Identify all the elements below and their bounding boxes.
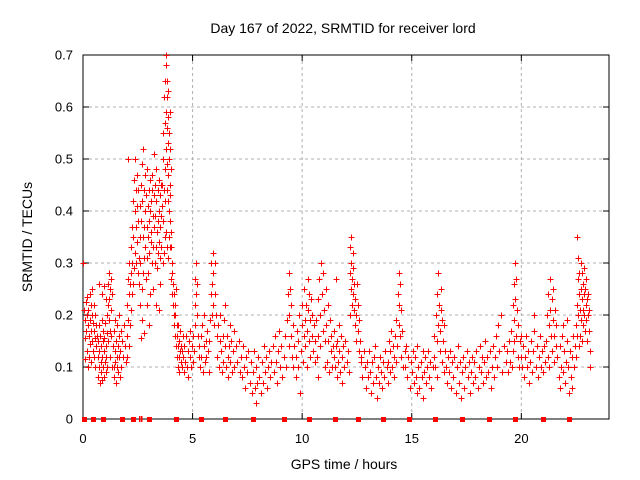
x-tick-label: 5 — [189, 431, 196, 446]
zero-square-marker — [82, 417, 87, 422]
x-tick-label: 15 — [405, 431, 419, 446]
zero-square-marker — [101, 417, 106, 422]
zero-square-marker — [131, 417, 136, 422]
zero-square-marker — [567, 417, 572, 422]
y-tick-label: 0.1 — [55, 360, 73, 375]
zero-square-marker — [356, 417, 361, 422]
y-tick-label: 0.4 — [55, 204, 73, 219]
y-tick-label: 0.2 — [55, 308, 73, 323]
y-tick-label: 0.5 — [55, 152, 73, 167]
zero-square-marker — [223, 417, 228, 422]
x-tick-label: 20 — [514, 431, 528, 446]
data-points — [80, 52, 594, 407]
chart-title: Day 167 of 2022, SRMTID for receiver lor… — [210, 20, 476, 36]
zero-square-marker — [460, 417, 465, 422]
zero-square-marker — [251, 417, 256, 422]
zero-square-marker — [381, 417, 386, 422]
x-tick-label: 0 — [79, 431, 86, 446]
x-axis-label: GPS time / hours — [290, 456, 398, 472]
y-tick-label: 0.7 — [55, 48, 73, 63]
zero-square-marker — [407, 417, 412, 422]
y-tick-label: 0.3 — [55, 256, 73, 271]
zero-square-marker — [120, 417, 125, 422]
zero-square-marker — [307, 417, 312, 422]
zero-square-marker — [541, 417, 546, 422]
zero-square-marker — [91, 417, 96, 422]
zero-square-marker — [174, 417, 179, 422]
zero-square-marker — [147, 417, 152, 422]
zero-square-marker — [513, 417, 518, 422]
plot-border — [82, 54, 610, 420]
zero-square-marker — [282, 417, 287, 422]
y-tick-label: 0.6 — [55, 100, 73, 115]
zero-square-marker — [333, 417, 338, 422]
zero-bar-marker — [139, 416, 141, 422]
zero-square-marker — [433, 417, 438, 422]
zero-square-marker — [487, 417, 492, 422]
y-tick-label: 0 — [66, 412, 73, 427]
zero-bar-marker — [141, 416, 143, 422]
x-tick-label: 10 — [295, 431, 309, 446]
zero-square-marker — [199, 417, 204, 422]
